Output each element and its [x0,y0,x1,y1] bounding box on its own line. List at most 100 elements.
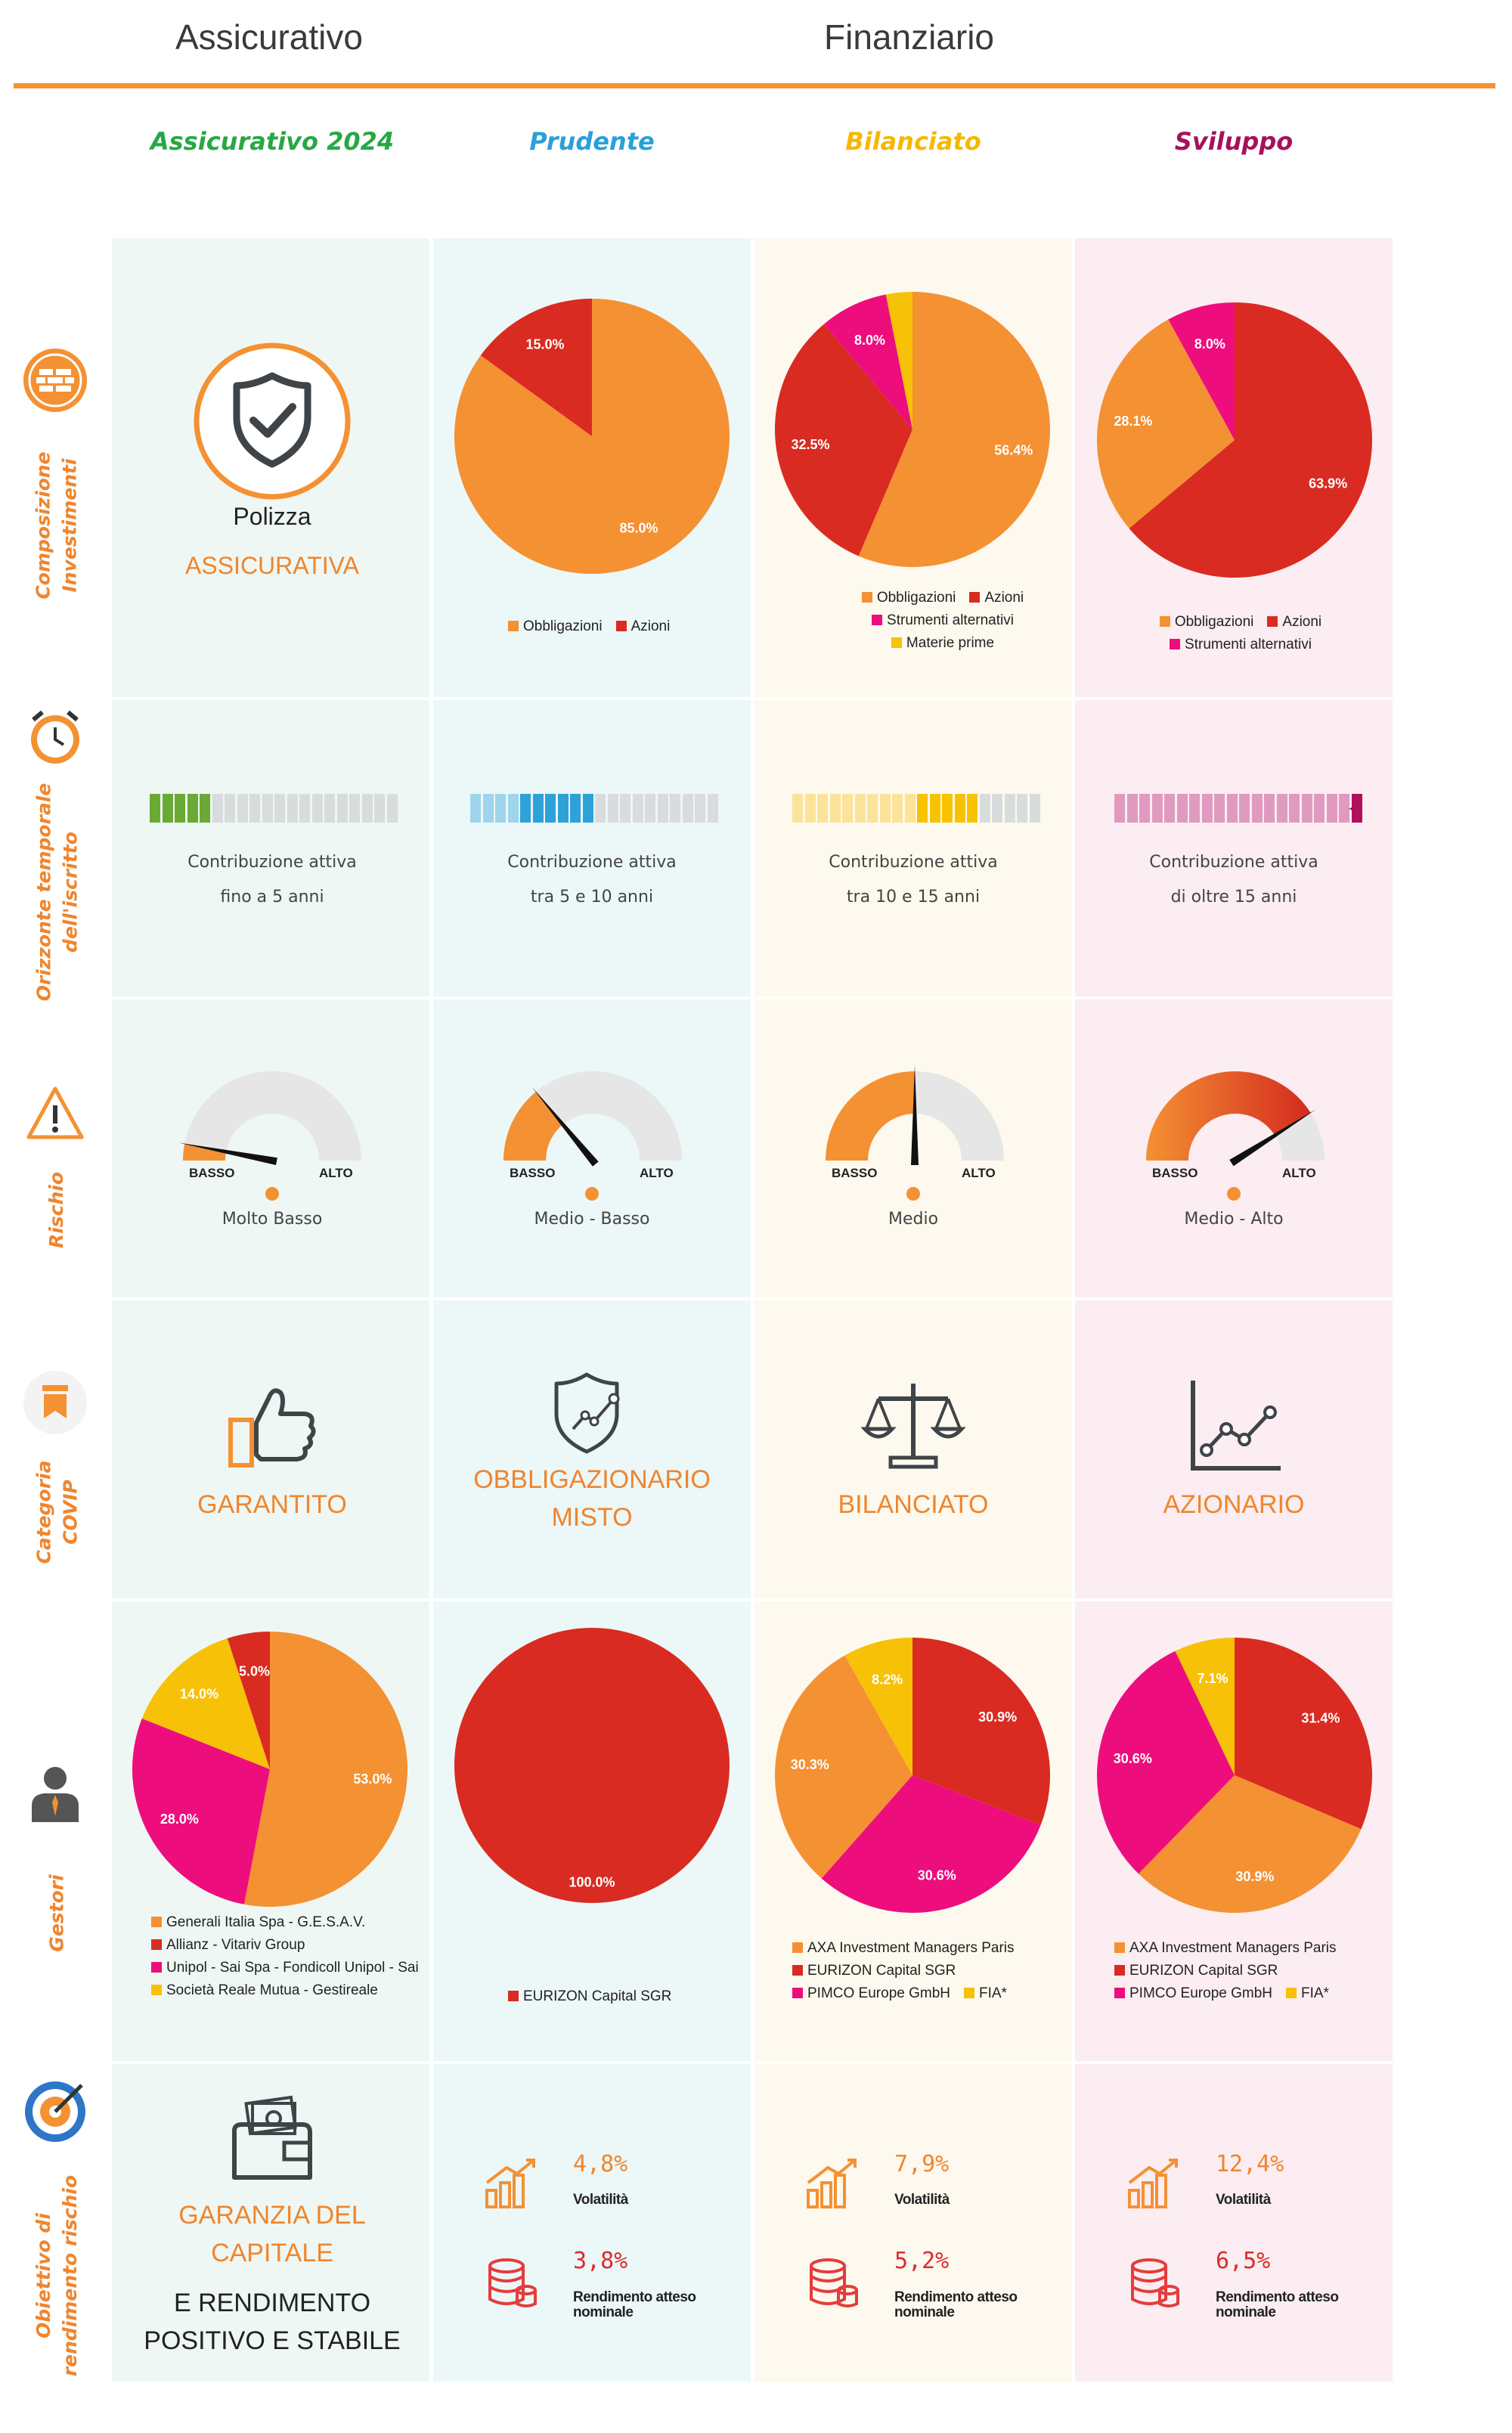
guarantee-line: CAPITALE [211,2239,333,2267]
horizon-segment [1004,794,1015,823]
horizon-line2: fino a 5 anni [220,888,324,907]
risk-gauge-sviluppo: BASSO ALTO [1146,1071,1325,1180]
gauge-high-label: ALTO [640,1166,674,1180]
legend-swatch [792,1942,803,1953]
horizon-segment [532,794,544,823]
horizon-segment [829,794,841,823]
category-bilanciato: BILANCIATO [838,1490,989,1519]
return-label-line2: nominale [573,2304,634,2320]
horizon-segment [804,794,816,823]
horizon-segment [892,794,903,823]
legend-swatch [151,1917,162,1927]
growth-bars-icon [807,2159,857,2208]
pie-data-label: 15.0% [526,336,565,352]
category-obbligazionario-misto: OBBLIGAZIONARIO MISTO [433,1461,751,1536]
row-label-categoria: Categoria COVIP [33,1460,81,1564]
legend-label: Materie prime [906,635,995,651]
legend-label: Unipol - Sai Spa - Fondicoll Unipol - Sa… [166,1960,419,1976]
pie-chart-composizione-prudente: 85.0% 15.0% [454,299,730,574]
pie-chart-gestori-prudente: 100.0% [454,1628,730,1903]
pie-data-label: 5.0% [239,1664,270,1679]
line-chart-icon [1191,1381,1281,1471]
pie-data-label: 8.0% [854,333,885,348]
legend-swatch [964,1988,974,1998]
gauge-track [183,1071,361,1161]
pie-data-label: 30.3% [791,1757,829,1772]
pie-data-label: 28.1% [1114,414,1152,429]
legend-label: EURIZON Capital SGR [807,1963,956,1979]
horizon-segment [817,794,828,823]
pie-data-label: 30.9% [978,1709,1017,1725]
horizon-segment [175,794,185,823]
warning-icon [26,1086,84,1139]
pie-slice-obbligazioni [1097,319,1235,528]
legend-item-obbligazioni: Obbligazioni [505,618,603,634]
horizon-segment [854,794,866,823]
horizon-segment [595,794,606,823]
legend-swatch [1159,616,1170,627]
legend-swatch [872,615,883,625]
legend-swatch [508,1991,519,2001]
pie-data-label: 30.6% [918,1868,956,1883]
legend-swatch [151,1962,162,1973]
horizon-bar-sviluppo [1114,794,1364,824]
pie-data-label: 8.0% [1194,336,1225,352]
volatility-value: 12,4% [1216,2151,1284,2177]
horizon-segment [904,794,916,823]
pie-slice-eurizon-capital-sgr [1235,1638,1372,1830]
legend-label: Generali Italia Spa - G.E.S.A.V. [166,1914,366,1930]
horizon-segment [1314,794,1325,823]
horizon-segment [311,794,323,823]
horizon-text-assicurativo: Contribuzione attiva fino a 5 anni [113,845,431,915]
horizon-segment [917,794,928,823]
horizon-segment [1351,794,1362,823]
horizon-line1: Contribuzione attiva [507,853,677,872]
horizon-segment [670,794,680,823]
horizon-segment [1339,794,1349,823]
legend-item-societ-reale-mutua-gestireale: Società Reale Mutua - Gestireale [148,1982,378,1998]
pie-data-label: 53.0% [353,1771,392,1787]
horizon-segment [867,794,878,823]
polizza-assicurativa-label: ASSICURATIVA [185,552,359,579]
horizon-segment [967,794,978,823]
horizon-segment [954,794,965,823]
legend-item-fia: FIA* [961,1985,1007,2001]
legend-item-axa-investment-managers-paris: AXA Investment Managers Paris [789,1940,1015,1956]
legend-swatch [1286,1988,1297,1998]
gauge-fill [183,1143,227,1161]
horizon-segment [1301,794,1312,823]
risk-level-bilanciato: Medio [888,1210,939,1229]
legend-swatch [969,592,981,603]
risk-dot [1075,1187,1393,1204]
gauge-high-label: ALTO [1282,1166,1316,1180]
pie-slice-azioni [1129,302,1372,578]
horizon-segment [1126,794,1138,823]
row-label-obiettivo: Obiettivo di rendimento rischio [33,2174,82,2377]
horizon-segment [545,794,556,823]
return-label: Rendimento atteso nominale [1216,2290,1339,2320]
row-label-orizzonte: Orizzonte temporale dell'iscritto [33,783,81,1002]
return-value: 5,2% [894,2248,950,2274]
volatility-label: Volatilità [894,2192,950,2208]
horizon-segment [374,794,385,823]
legend-swatch [792,1965,803,1976]
pie-slice-materie-prime [885,292,912,429]
pie-chart-composizione-sviluppo: 63.9% 28.1% 8.0% [1097,302,1372,578]
return-value: 6,5% [1216,2248,1271,2274]
manager-person-icon [32,1767,79,1822]
risk-level-assicurativo: Molto Basso [222,1210,323,1229]
horizon-text-prudente: Contribuzione attiva tra 5 e 10 anni [433,845,751,915]
horizon-segment [992,794,1002,823]
column-sviluppo [1075,238,1393,2382]
gauge-low-label: BASSO [832,1166,877,1180]
horizon-segment [1164,794,1175,823]
pie-slice-fia [1175,1638,1235,1775]
horizon-segment [1239,794,1250,823]
horizon-segment [249,794,260,823]
legend-item-materie-prime: Materie prime [888,635,994,651]
pie-slice-obbligazioni [858,292,1050,567]
legend-swatch [508,621,519,631]
horizon-segment [361,794,373,823]
horizon-segment [979,794,990,823]
legend-label: Strumenti alternativi [887,612,1014,628]
